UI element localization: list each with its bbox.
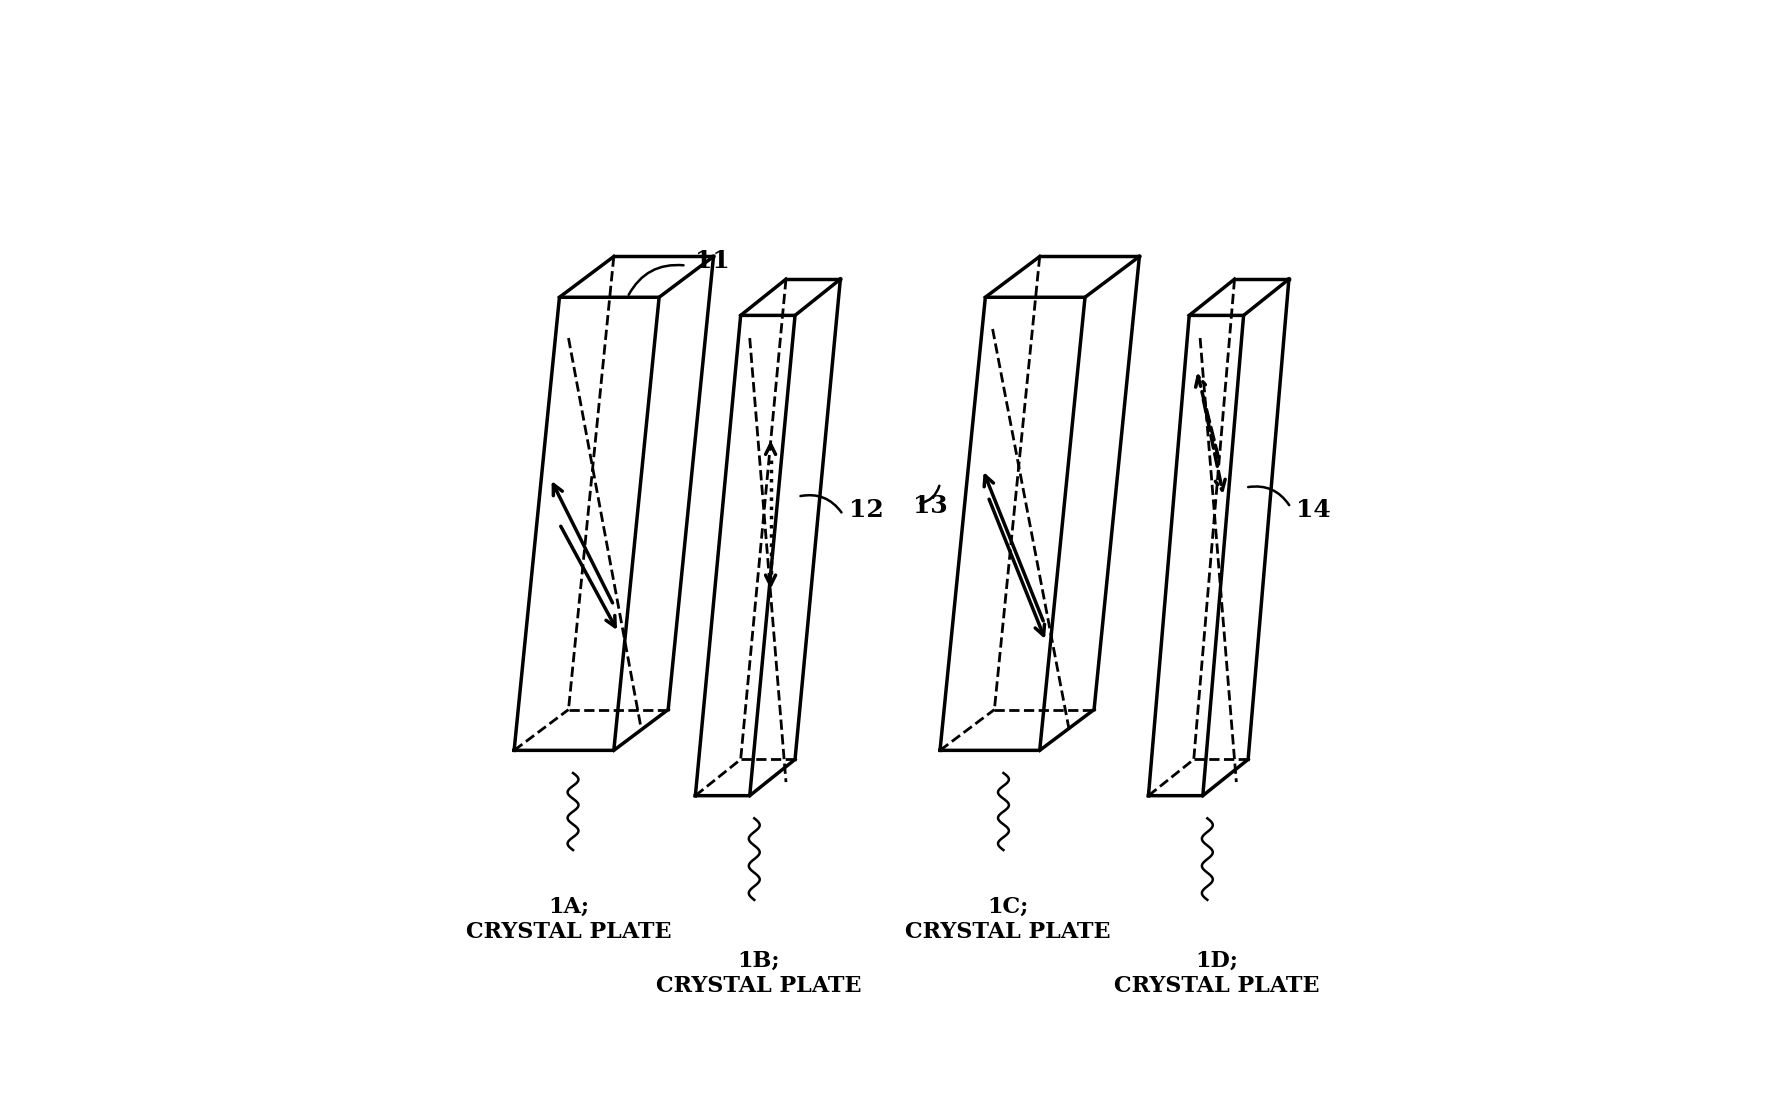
Text: 12: 12 — [850, 499, 884, 522]
Text: 1B;
CRYSTAL PLATE: 1B; CRYSTAL PLATE — [657, 949, 861, 997]
Text: 1C;
CRYSTAL PLATE: 1C; CRYSTAL PLATE — [905, 896, 1111, 942]
Text: 1D;
CRYSTAL PLATE: 1D; CRYSTAL PLATE — [1113, 949, 1318, 997]
Text: 14: 14 — [1295, 499, 1331, 522]
Text: 1A;
CRYSTAL PLATE: 1A; CRYSTAL PLATE — [465, 896, 671, 942]
Text: 13: 13 — [912, 494, 946, 518]
Text: 11: 11 — [694, 249, 730, 273]
